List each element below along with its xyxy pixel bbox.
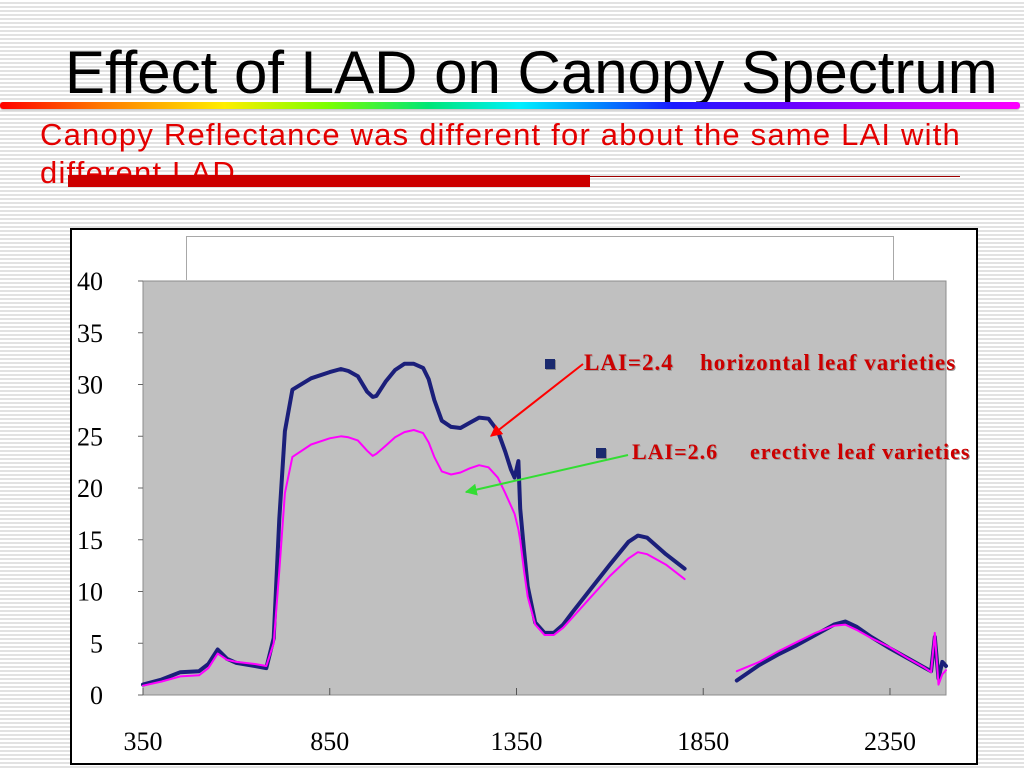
- slide-title: Effect of LAD on Canopy Spectrum: [65, 39, 998, 106]
- chart-title-box: [186, 236, 894, 280]
- rainbow-divider: [0, 102, 1020, 109]
- legend-marker-erective: [596, 448, 606, 458]
- accent-bar: [68, 175, 590, 187]
- legend-name-lai-2-4: LAI=2.4: [584, 350, 674, 375]
- slide-subtitle: Canopy Reflectance was different for abo…: [40, 117, 961, 190]
- legend-description-horizontal: horizontal leaf varieties: [700, 350, 957, 375]
- legend-description-erective: erective leaf varieties: [750, 439, 971, 464]
- chart-panel: [70, 228, 978, 765]
- accent-rule: [590, 176, 960, 177]
- legend-name-lai-2-6: LAI=2.6: [632, 439, 719, 464]
- legend-marker-horizontal: [545, 359, 555, 369]
